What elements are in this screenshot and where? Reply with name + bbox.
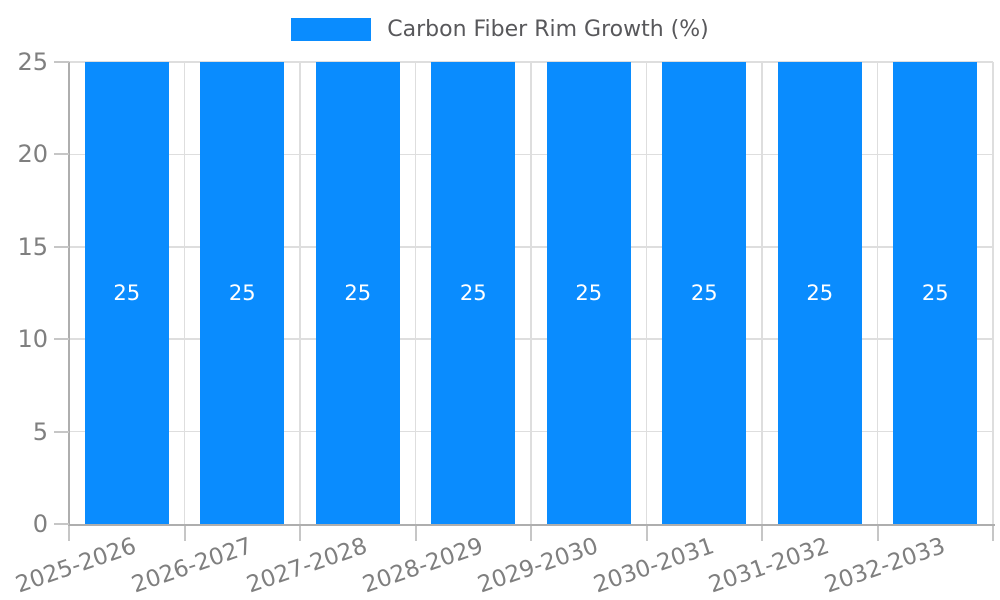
y-axis-tick-label: 25 [17, 48, 48, 76]
bar-data-label: 25 [921, 280, 949, 305]
x-axis-tick [761, 525, 763, 541]
bar-data-label: 25 [344, 280, 372, 305]
gridline-vertical [414, 62, 417, 524]
bar: 25 [546, 62, 631, 524]
bar-data-label: 25 [806, 280, 834, 305]
y-axis-tick-label: 15 [17, 232, 48, 261]
x-axis-tick-label: 2026-2027 [128, 533, 256, 599]
bar: 25 [777, 62, 862, 524]
bar-data-label: 25 [228, 280, 256, 305]
y-axis-tick [54, 430, 69, 433]
y-axis-tick [54, 338, 69, 341]
gridline-vertical [530, 62, 532, 524]
bar: 25 [893, 62, 978, 524]
y-axis-tick [54, 523, 69, 525]
gridline-vertical [183, 62, 186, 524]
gridline-vertical [761, 62, 763, 524]
y-axis-tick-label: 0 [32, 510, 48, 538]
bar-data-label: 25 [459, 280, 487, 305]
x-axis-tick [299, 525, 301, 541]
x-axis-tick [992, 525, 994, 541]
x-axis-tick [876, 525, 879, 541]
gridline-vertical [876, 62, 879, 524]
x-axis-tick-label: 2029-2030 [474, 533, 602, 599]
x-axis-tick-label: 2027-2028 [243, 533, 371, 599]
x-axis-tick [645, 525, 648, 541]
bar-data-label: 25 [113, 280, 141, 305]
y-axis-tick-label: 20 [17, 140, 48, 169]
y-axis-tick [54, 61, 69, 63]
gridline-vertical [992, 62, 994, 524]
bar: 25 [84, 62, 169, 524]
x-axis-tick-label: 2025-2026 [12, 533, 140, 599]
x-axis-tick [183, 525, 186, 541]
bar: 25 [662, 62, 747, 524]
legend-label: Carbon Fiber Rim Growth (%) [387, 17, 709, 42]
y-axis-line [67, 62, 70, 526]
bar-data-label: 25 [690, 280, 718, 305]
x-axis-tick-label: 2031-2032 [705, 533, 833, 599]
x-axis-tick-label: 2030-2031 [590, 533, 718, 599]
y-axis-tick-label: 5 [32, 417, 48, 446]
y-axis-tick [54, 153, 69, 156]
y-axis-tick [54, 245, 69, 248]
x-axis-tick [68, 525, 70, 541]
bar-data-label: 25 [575, 280, 603, 305]
gridline-vertical [299, 62, 301, 524]
x-axis-tick-label: 2032-2033 [821, 533, 949, 599]
gridline-vertical [645, 62, 648, 524]
bar: 25 [200, 62, 285, 524]
bar: 25 [315, 62, 400, 524]
legend: Carbon Fiber Rim Growth (%) [0, 17, 1000, 42]
legend-swatch [291, 18, 372, 41]
bar: 25 [431, 62, 516, 524]
x-axis-tick-label: 2028-2029 [359, 533, 487, 599]
x-axis-line [67, 523, 995, 526]
x-axis-tick [414, 525, 417, 541]
x-axis-tick [530, 525, 532, 541]
y-axis-tick-label: 10 [17, 325, 48, 354]
